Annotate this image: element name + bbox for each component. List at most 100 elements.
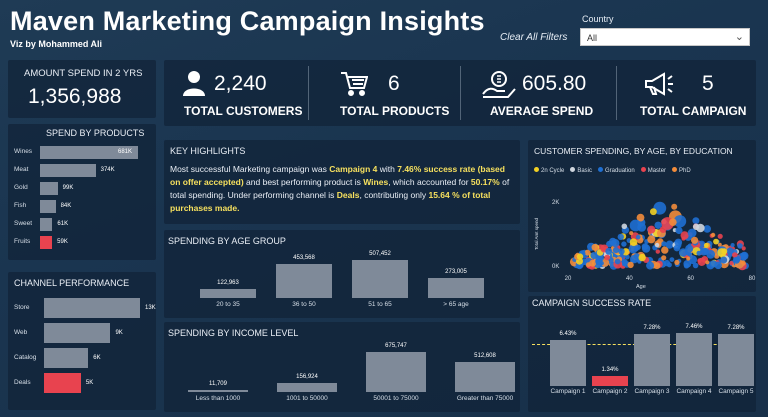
age-group-bar[interactable] (276, 264, 332, 298)
scatter-point[interactable] (635, 234, 641, 240)
scatter-point[interactable] (727, 252, 733, 258)
scatter-point[interactable] (576, 253, 584, 260)
scatter-point[interactable] (717, 233, 723, 239)
channel-bar[interactable] (44, 298, 140, 318)
scatter-point[interactable] (721, 248, 728, 255)
scatter-point[interactable] (654, 242, 660, 248)
scatter-point[interactable] (674, 238, 683, 247)
age-group-bar[interactable] (428, 277, 484, 298)
campaign-bar[interactable] (718, 334, 754, 386)
scatter-point[interactable] (663, 259, 671, 267)
scatter-point[interactable] (675, 226, 683, 235)
scatter-point[interactable] (706, 249, 716, 259)
scatter-point[interactable] (710, 232, 716, 238)
scatter-point[interactable] (621, 241, 627, 247)
income-level-bar[interactable] (366, 352, 426, 392)
scatter-point[interactable] (614, 258, 621, 265)
scatter-point[interactable] (669, 218, 677, 226)
scatter-point[interactable] (678, 248, 688, 257)
age-group-bar[interactable] (200, 288, 256, 298)
product-bar[interactable] (40, 236, 53, 249)
scatter-point[interactable] (653, 262, 661, 270)
scatter-point[interactable] (692, 217, 700, 225)
clear-filters-button[interactable]: Clear All Filters (500, 32, 568, 43)
scatter-point[interactable] (741, 246, 746, 251)
campaign-bar[interactable] (676, 332, 712, 386)
scatter-point[interactable] (591, 243, 599, 251)
country-select[interactable]: All ⌄ (580, 28, 750, 46)
scatter-point[interactable] (650, 208, 657, 216)
scatter-point[interactable] (641, 244, 651, 253)
scatter-point[interactable] (584, 249, 591, 256)
scatter-point[interactable] (681, 236, 686, 241)
legend-item[interactable]: Master (640, 167, 666, 174)
scatter-point[interactable] (612, 247, 620, 254)
scatter-point[interactable] (654, 221, 662, 229)
scatter-point[interactable] (687, 252, 692, 257)
scatter-point[interactable] (692, 262, 699, 269)
scatter-point[interactable] (705, 260, 710, 265)
product-bar[interactable] (40, 182, 58, 195)
scatter-point[interactable] (683, 260, 692, 268)
scatter-point[interactable] (605, 247, 613, 255)
scatter-point[interactable] (673, 244, 681, 252)
scatter-point[interactable] (699, 247, 708, 256)
legend-item[interactable]: Basic (570, 167, 592, 174)
scatter-point[interactable] (618, 248, 625, 255)
scatter-point[interactable] (638, 253, 646, 262)
scatter-point[interactable] (636, 213, 645, 222)
scatter-point[interactable] (635, 244, 641, 250)
scatter-point[interactable] (659, 226, 667, 233)
scatter-point[interactable] (669, 257, 675, 262)
product-bar[interactable] (40, 200, 56, 213)
scatter-point[interactable] (624, 254, 630, 260)
scatter-point[interactable] (737, 243, 743, 249)
scatter-point[interactable] (655, 249, 660, 254)
scatter-point[interactable] (633, 253, 640, 260)
income-level-bar[interactable] (277, 382, 337, 392)
scatter-point[interactable] (647, 225, 656, 234)
scatter-point[interactable] (703, 242, 709, 248)
legend-item[interactable]: Graduation (598, 167, 635, 174)
scatter-point[interactable] (621, 223, 628, 230)
scatter-point[interactable] (714, 261, 722, 270)
scatter-point[interactable] (674, 259, 680, 265)
scatter-point[interactable] (729, 261, 734, 266)
scatter-point[interactable] (732, 256, 740, 264)
scatter-point[interactable] (687, 228, 697, 238)
scatter-point[interactable] (628, 244, 638, 254)
scatter-point[interactable] (661, 255, 667, 261)
scatter-point[interactable] (720, 256, 728, 264)
scatter-point[interactable] (661, 241, 667, 247)
channel-bar[interactable] (44, 323, 111, 343)
scatter-point[interactable] (629, 238, 638, 246)
scatter-point[interactable] (629, 231, 634, 236)
scatter-point[interactable] (686, 256, 691, 261)
scatter-point[interactable] (696, 223, 705, 233)
scatter-point[interactable] (717, 242, 722, 247)
scatter-point[interactable] (740, 251, 749, 260)
product-bar[interactable] (40, 164, 96, 177)
scatter-point[interactable] (730, 243, 735, 248)
product-bar[interactable] (40, 218, 53, 231)
scatter-point[interactable] (673, 215, 687, 228)
channel-bar[interactable] (44, 373, 81, 393)
scatter-point[interactable] (732, 252, 738, 258)
scatter-point[interactable] (703, 225, 711, 233)
scatter-point[interactable] (629, 219, 642, 232)
scatter-point[interactable] (646, 261, 655, 270)
scatter-point[interactable] (661, 246, 669, 254)
scatter-point[interactable] (685, 244, 694, 253)
scatter-point[interactable] (671, 203, 678, 210)
scatter-point[interactable] (611, 239, 620, 248)
scatter-point[interactable] (589, 259, 597, 267)
scatter-point[interactable] (713, 238, 719, 245)
channel-bar[interactable] (44, 348, 89, 368)
scatter-point[interactable] (617, 233, 624, 241)
scatter-point[interactable] (691, 236, 699, 244)
scatter-point[interactable] (604, 254, 611, 261)
campaign-bar[interactable] (550, 340, 586, 386)
campaign-bar[interactable] (634, 334, 670, 386)
scatter-point[interactable] (627, 261, 634, 269)
age-group-bar[interactable] (352, 260, 408, 298)
